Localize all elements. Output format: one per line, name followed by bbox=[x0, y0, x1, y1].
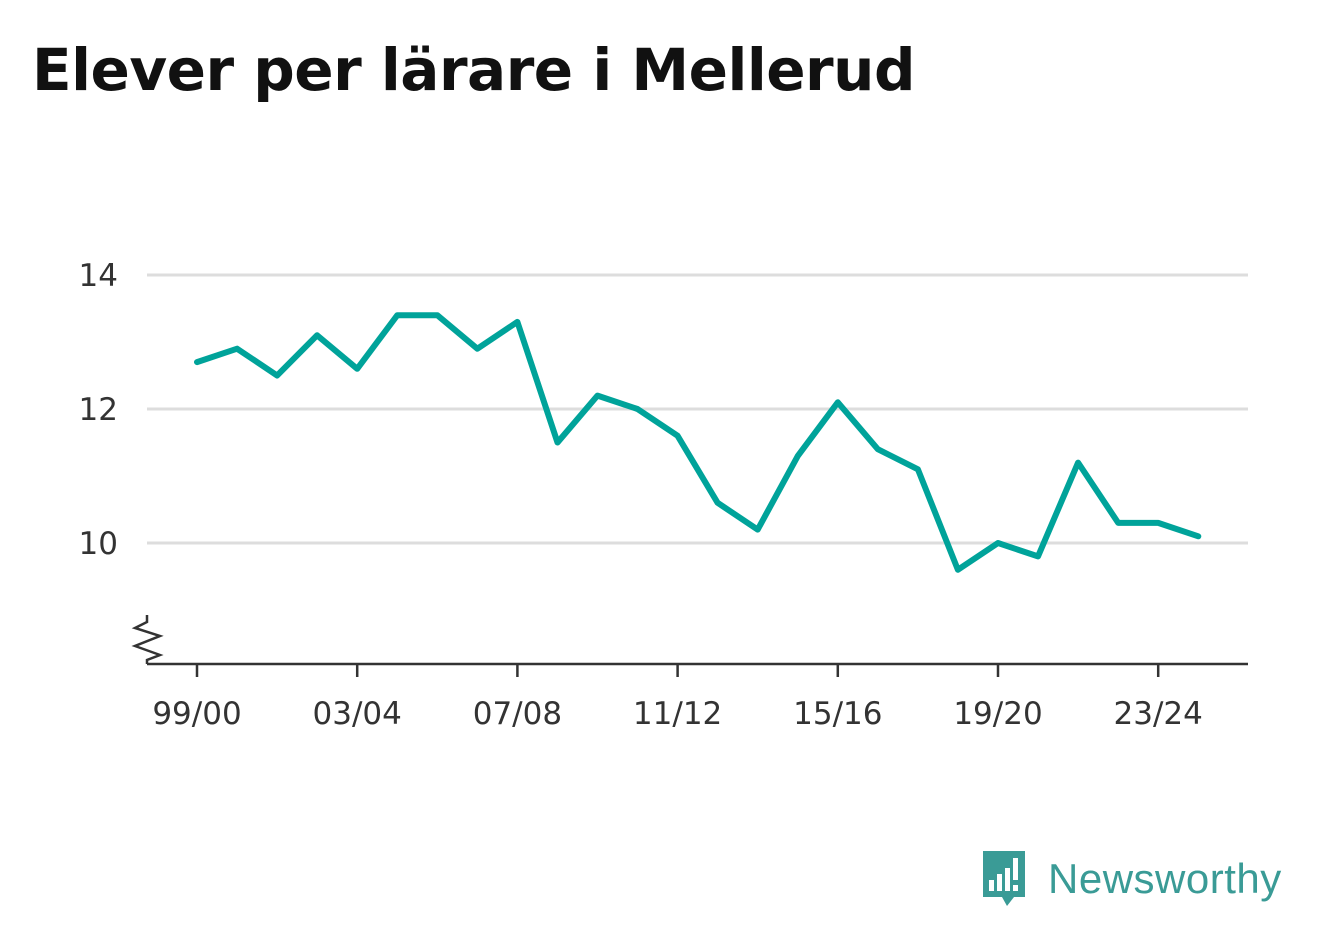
x-tick-label: 11/12 bbox=[633, 696, 722, 732]
x-tick-label: 99/00 bbox=[152, 696, 241, 732]
newsworthy-logo: Newsworthy bbox=[980, 848, 1282, 910]
y-tick-label: 10 bbox=[79, 526, 118, 562]
x-tick-label: 03/04 bbox=[313, 696, 402, 732]
y-axis-break-icon bbox=[131, 615, 164, 664]
series-line-0 bbox=[194, 312, 1202, 573]
x-tick-label: 19/20 bbox=[953, 696, 1042, 732]
brand-name: Newsworthy bbox=[1048, 855, 1282, 902]
x-tick-label: 23/24 bbox=[1114, 696, 1203, 732]
y-tick-label: 12 bbox=[79, 392, 118, 428]
newsworthy-icon bbox=[983, 851, 1025, 906]
x-tick-label: 07/08 bbox=[473, 696, 562, 732]
chart-title: Elever per lärare i Mellerud bbox=[32, 36, 915, 104]
x-tick-label: 15/16 bbox=[793, 696, 882, 732]
y-tick-label: 14 bbox=[79, 258, 118, 294]
